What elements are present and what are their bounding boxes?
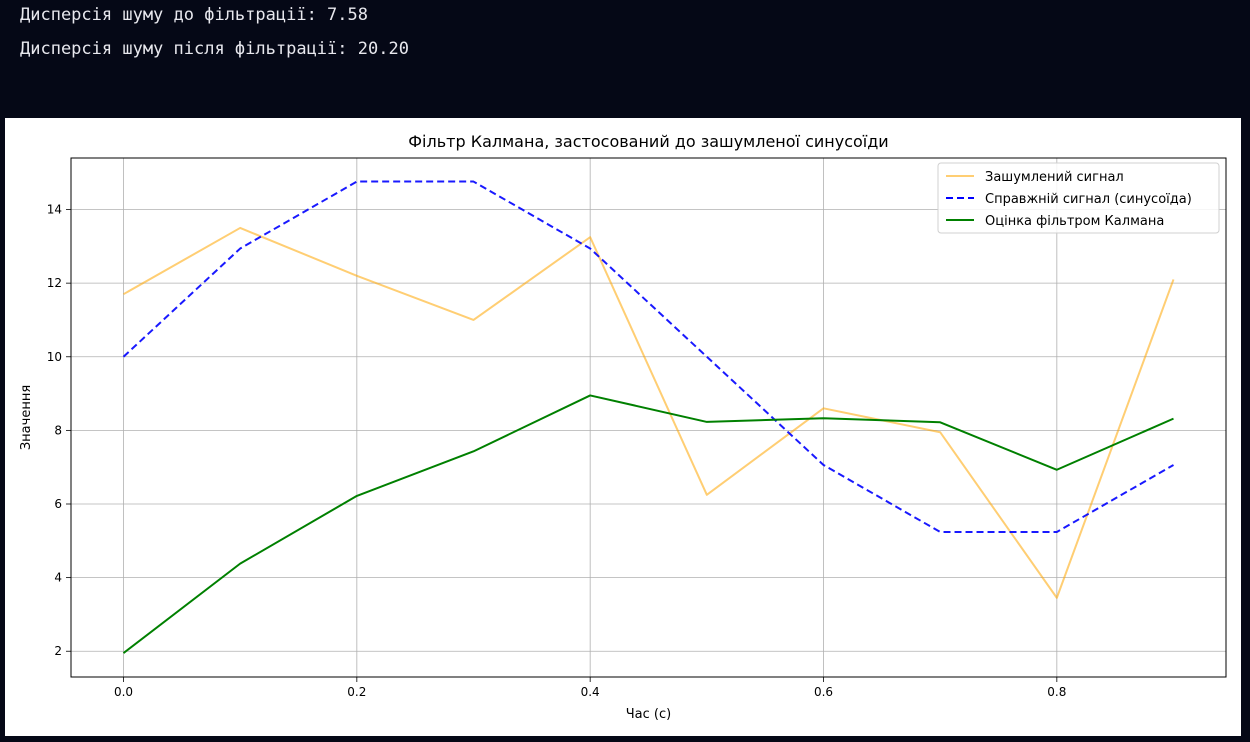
y-tick-label: 6	[54, 497, 62, 511]
x-tick-label: 0.6	[814, 685, 833, 699]
x-tick-label: 0.8	[1047, 685, 1066, 699]
noise-variance-after-text: Дисперсія шуму після фільтрації: 20.20	[20, 39, 409, 59]
axes-frame	[70, 157, 1227, 678]
x-axis-label: Час (с)	[626, 707, 671, 722]
chart-series	[122, 180, 1175, 654]
y-tick-label: 10	[47, 350, 62, 364]
chart-grid	[71, 158, 1226, 677]
x-tick-label: 0.4	[581, 685, 600, 699]
series-line-2	[122, 180, 1174, 533]
x-tick-label: 0.2	[347, 685, 366, 699]
y-axis-label: Значення	[19, 385, 34, 450]
chart-legend: Зашумлений сигнал Справжній сигнал (синус…	[937, 162, 1220, 234]
y-tick-label: 14	[47, 203, 62, 217]
y-tick-label: 2	[54, 644, 62, 658]
chart-ticks: 0.0 0.2 0.4 0.6 0.8 2 4 6 8 10 12 14	[47, 203, 1067, 699]
legend-label: Зашумлений сигнал	[985, 170, 1124, 185]
legend-box	[937, 162, 1220, 234]
series-line-3	[122, 394, 1174, 654]
chart-svg: 0.0 0.2 0.4 0.6 0.8 2 4 6 8 10 12 14 Фільтр Калмана…	[19, 132, 1227, 722]
legend-label: Оцінка фільтром Калмана	[985, 214, 1164, 229]
legend-label: Справжній сигнал (синусоїда)	[985, 192, 1192, 207]
y-tick-label: 8	[54, 423, 62, 437]
console-output: Дисперсія шуму до фільтрації: 7.58 Диспе…	[0, 0, 1250, 116]
chart-figure: 0.0 0.2 0.4 0.6 0.8 2 4 6 8 10 12 14 Фільтр Калмана…	[5, 118, 1241, 736]
y-tick-label: 12	[47, 276, 62, 290]
y-tick-label: 4	[54, 571, 62, 585]
series-line-1	[123, 226, 1175, 599]
x-tick-label: 0.0	[114, 685, 133, 699]
noise-variance-before-text: Дисперсія шуму до фільтрації: 7.58	[20, 5, 368, 25]
chart-title: Фільтр Калмана, застосований до зашумлен…	[408, 132, 888, 151]
